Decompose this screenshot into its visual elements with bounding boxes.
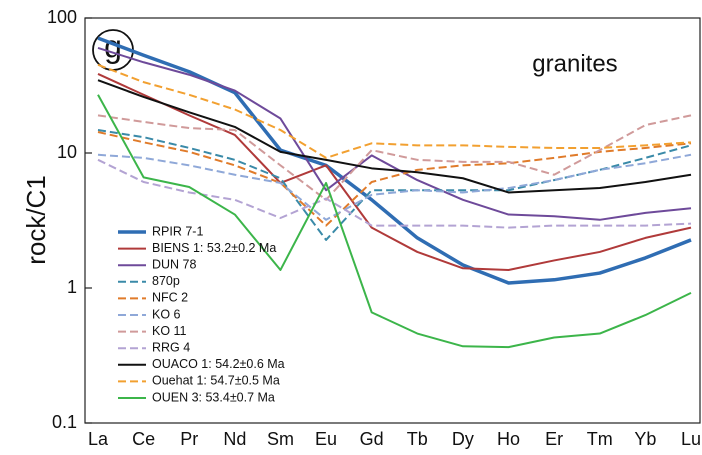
x-tick-label: Eu [315, 429, 337, 449]
x-tick-label: Dy [452, 429, 474, 449]
x-tick-label: Er [545, 429, 563, 449]
x-tick-label: Ho [497, 429, 520, 449]
series-line [97, 158, 692, 229]
annotation: granites [532, 50, 617, 77]
legend-label: BIENS 1: 53.2±0.2 Ma [152, 241, 276, 255]
legend-label: Ouehat 1: 54.7±0.5 Ma [152, 374, 280, 388]
series-line [97, 36, 692, 285]
y-tick-label: 0.1 [52, 412, 77, 432]
y-tick-label: 100 [47, 7, 77, 27]
x-tick-label: Yb [634, 429, 656, 449]
legend-label: RRG 4 [152, 340, 190, 354]
x-tick-label: Gd [360, 429, 384, 449]
series-line [97, 94, 692, 349]
y-tick-label: 10 [57, 142, 77, 162]
legend-label: 870p [152, 274, 180, 288]
legend-label: KO 11 [152, 324, 187, 338]
legend-label: OUACO 1: 54.2±0.6 Ma [152, 357, 285, 371]
x-tick-label: Nd [223, 429, 246, 449]
legend-label: KO 6 [152, 307, 181, 321]
series-line [97, 73, 692, 271]
legend-label: RPIR 7-1 [152, 224, 203, 238]
x-tick-label: Sm [267, 429, 294, 449]
plot-frame [84, 17, 701, 424]
series-line [97, 63, 692, 159]
series-line [97, 46, 692, 221]
x-tick-label: Ce [132, 429, 155, 449]
legend-label: OUEN 3: 53.4±0.7 Ma [152, 390, 275, 404]
series-line [97, 153, 692, 221]
series-line [97, 114, 692, 201]
x-tick-label: Pr [180, 429, 198, 449]
panel-label: g [104, 28, 122, 64]
series-line [97, 79, 692, 194]
x-tick-label: Tm [587, 429, 613, 449]
y-tick-label: 1 [67, 277, 77, 297]
series-line [97, 131, 692, 227]
x-tick-label: Lu [681, 429, 701, 449]
x-tick-label: La [88, 429, 109, 449]
x-tick-label: Tb [407, 429, 428, 449]
y-axis-label: rock/C1 [21, 175, 51, 265]
legend-label: DUN 78 [152, 257, 197, 271]
legend-label: NFC 2 [152, 291, 188, 305]
